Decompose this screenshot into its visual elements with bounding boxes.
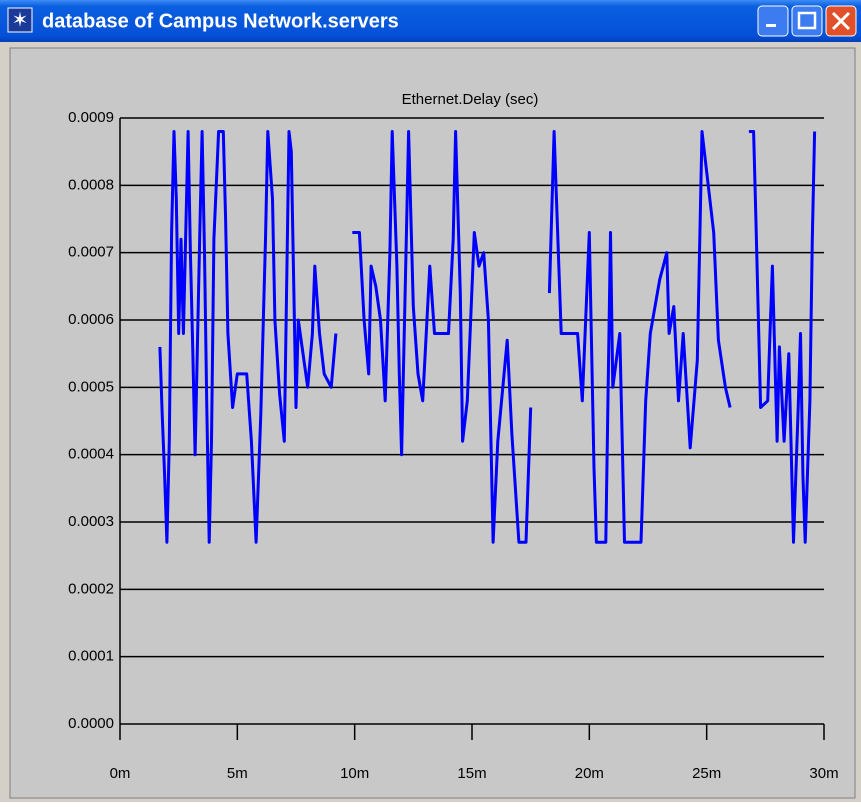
x-tick-label: 15m <box>457 765 486 782</box>
y-tick-label: 0.0006 <box>68 311 114 328</box>
x-tick-label: 10m <box>340 765 369 782</box>
minimize-glyph <box>766 24 776 27</box>
y-tick-label: 0.0008 <box>68 176 114 193</box>
chart-panel <box>9 47 856 799</box>
x-tick-label: 25m <box>692 765 721 782</box>
x-tick-label: 30m <box>809 765 838 782</box>
y-tick-label: 0.0000 <box>68 715 114 732</box>
y-tick-label: 0.0001 <box>68 648 114 665</box>
maximize-glyph <box>797 11 817 30</box>
y-tick-label: 0.0002 <box>68 580 114 597</box>
y-tick-label: 0.0004 <box>68 446 114 463</box>
window-icon-glyph: ✶ <box>12 9 29 31</box>
window-icon <box>7 7 33 33</box>
y-tick-label: 0.0005 <box>68 378 114 395</box>
y-tick-label: 0.0003 <box>68 513 114 530</box>
minimize-button[interactable] <box>757 5 789 37</box>
x-tick-label: 0m <box>110 765 131 782</box>
x-tick-label: 5m <box>227 765 248 782</box>
y-tick-label: 0.0009 <box>68 109 114 126</box>
data-line <box>158 130 817 544</box>
close-glyph <box>831 11 851 31</box>
chart-title: Ethernet.Delay (sec) <box>402 91 539 108</box>
x-tick-label: 20m <box>575 765 604 782</box>
maximize-button[interactable] <box>791 5 823 37</box>
title-bar <box>0 0 861 42</box>
window-title: database of Campus Network.servers <box>42 10 399 32</box>
y-tick-label: 0.0007 <box>68 244 114 261</box>
